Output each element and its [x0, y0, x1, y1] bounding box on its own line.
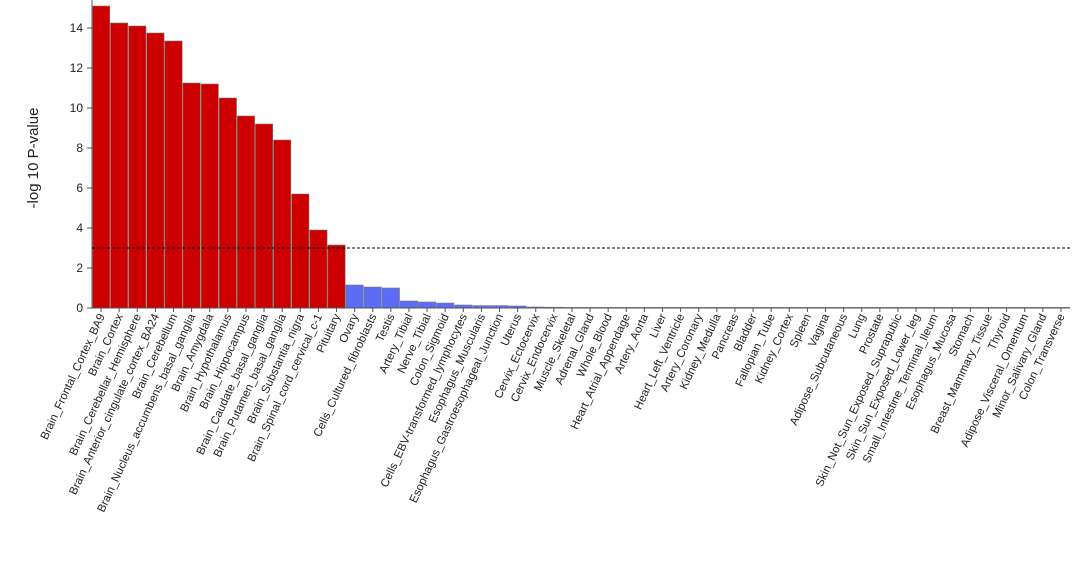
y-axis: 0 2 4 6 8 10 12 14 [70, 0, 93, 315]
bar[interactable] [218, 97, 237, 309]
bar[interactable] [128, 25, 147, 309]
y-tick-label: 12 [70, 61, 84, 75]
bar[interactable] [291, 193, 310, 309]
bar[interactable] [436, 302, 455, 309]
y-axis-label: -log 10 P-value [25, 108, 42, 209]
bar[interactable] [182, 82, 201, 309]
bar[interactable] [381, 287, 400, 309]
y-tick-label: 8 [76, 141, 83, 155]
y-tick-label: 2 [76, 261, 83, 275]
y-tick-label: 4 [76, 221, 83, 235]
bar[interactable] [92, 5, 111, 309]
bar[interactable] [164, 40, 183, 309]
bar[interactable] [309, 229, 328, 309]
bar[interactable] [418, 301, 437, 309]
bar[interactable] [273, 139, 292, 309]
bar[interactable] [146, 32, 165, 309]
bar[interactable] [327, 244, 346, 309]
y-tick-label: 14 [70, 21, 84, 35]
bar[interactable] [200, 83, 219, 309]
x-axis-labels: Brain_Frontal_Cortex_BA9Brain_CortexBrai… [39, 308, 1068, 514]
bar[interactable] [255, 123, 274, 309]
y-tick-label: 0 [76, 301, 83, 315]
bar[interactable] [345, 284, 364, 309]
bar[interactable] [399, 300, 418, 309]
bar[interactable] [236, 115, 255, 309]
bar[interactable] [363, 286, 382, 309]
y-tick-label: 10 [70, 101, 84, 115]
y-tick-label: 6 [76, 181, 83, 195]
bar[interactable] [110, 22, 129, 309]
bars [92, 5, 1070, 309]
